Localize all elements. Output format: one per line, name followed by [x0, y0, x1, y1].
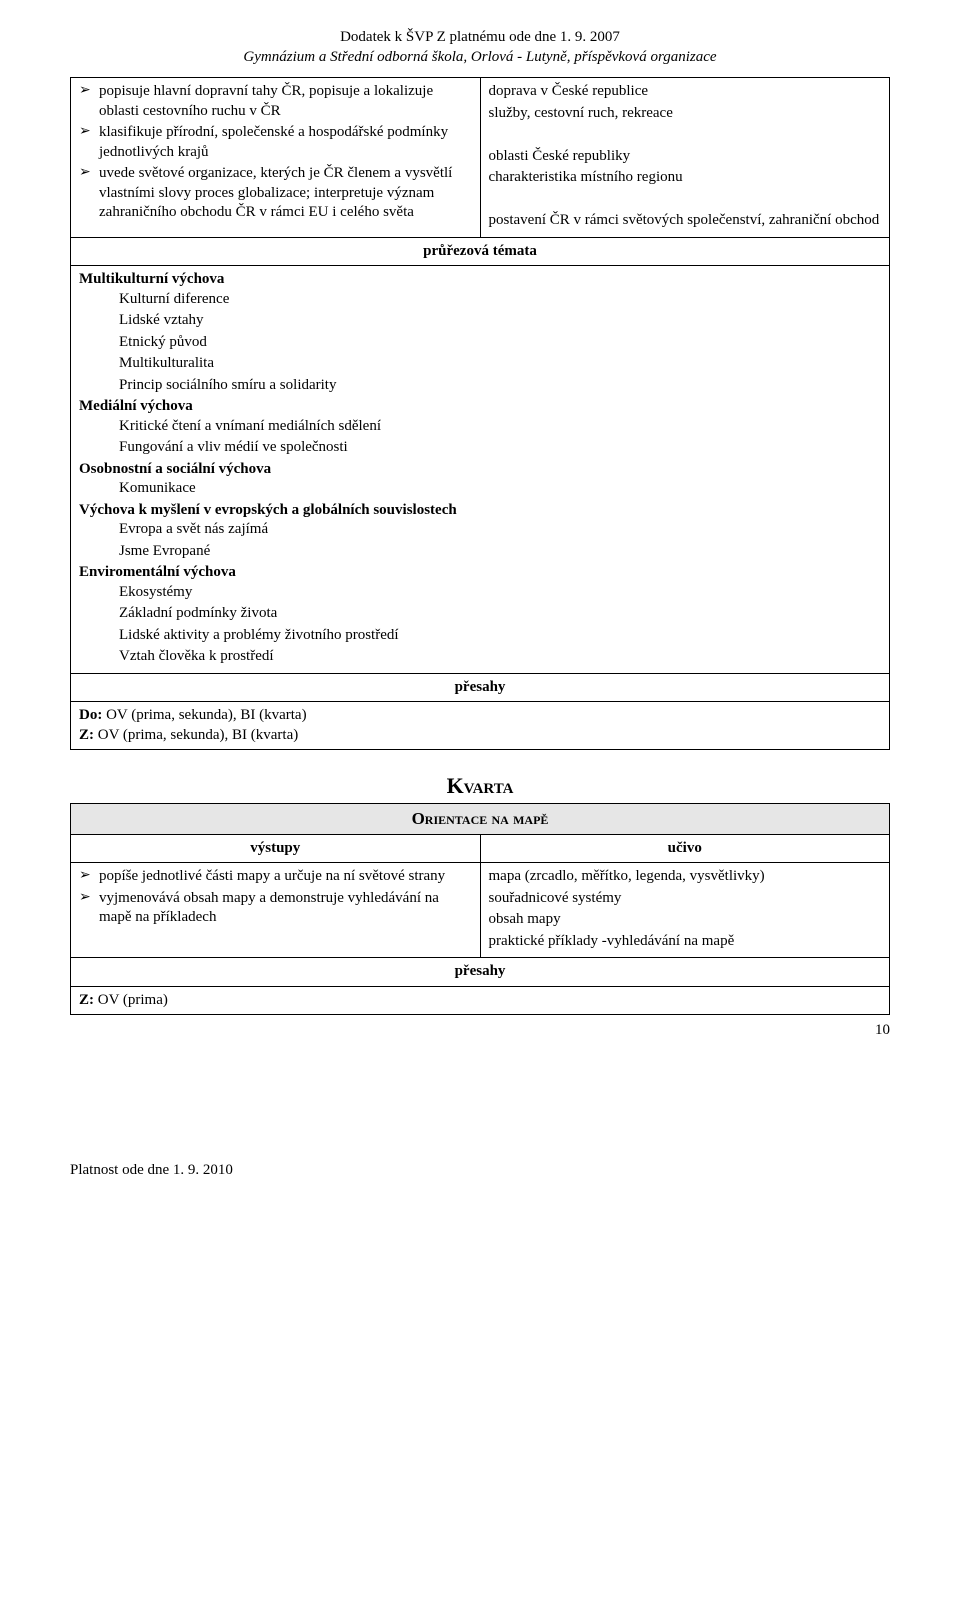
kvarta-left-cell: popíše jednotlivé části mapy a určuje na… [71, 863, 481, 958]
presahy-z: Z: OV (prima, sekunda), BI (kvarta) [79, 726, 881, 746]
list-item: popisuje hlavní dopravní tahy ČR, popisu… [79, 82, 472, 121]
z-label: Z: [79, 992, 94, 1008]
kvarta-presahy-body: Z: OV (prima) [71, 986, 890, 1015]
text-line [489, 125, 882, 145]
presahy-do: Do: OV (prima, sekunda), BI (kvarta) [79, 706, 881, 726]
veg-item: Evropa a svět nás zajímá [119, 520, 881, 540]
do-label: Do: [79, 707, 102, 723]
mk-item: Lidské vztahy [119, 311, 881, 331]
kvarta-table: Orientace na mapě výstupy učivo popíše j… [70, 803, 890, 1016]
z-text: OV (prima, sekunda), BI (kvarta) [94, 727, 298, 743]
text-line: doprava v České republice [489, 82, 882, 102]
do-text: OV (prima, sekunda), BI (kvarta) [102, 707, 306, 723]
text-line: praktické příklady -vyhledávání na mapě [489, 932, 882, 952]
z-text: OV (prima) [94, 992, 168, 1008]
env-item: Základní podmínky života [119, 604, 881, 624]
page-number: 10 [70, 1021, 890, 1041]
text-line: služby, cestovní ruch, rekreace [489, 104, 882, 124]
kvarta-left-bullets: popíše jednotlivé části mapy a určuje na… [79, 867, 472, 928]
presahy-body: Do: OV (prima, sekunda), BI (kvarta) Z: … [71, 702, 890, 750]
text-line: postavení ČR v rámci světových společens… [489, 211, 882, 231]
kvarta-presahy-header: přesahy [71, 958, 890, 987]
text-line [489, 190, 882, 210]
list-item: popíše jednotlivé části mapy a určuje na… [79, 867, 472, 887]
osv-item: Komunikace [119, 479, 881, 499]
top-right-cell: doprava v České republice služby, cestov… [480, 78, 890, 238]
mk-item: Kulturní diference [119, 290, 881, 310]
top-left-cell: popisuje hlavní dopravní tahy ČR, popisu… [71, 78, 481, 238]
mk-item: Princip sociálního smíru a solidarity [119, 376, 881, 396]
prurez-body: Multikulturní výchova Kulturní diference… [71, 266, 890, 674]
veg-item: Jsme Evropané [119, 542, 881, 562]
mv-item: Fungování a vliv médií ve společnosti [119, 438, 881, 458]
mk-item: Multikulturalita [119, 354, 881, 374]
env-item: Lidské aktivity a problémy životního pro… [119, 626, 881, 646]
doc-subtitle: Gymnázium a Střední odborná škola, Orlov… [70, 48, 890, 68]
kvarta-block: Kvarta Orientace na mapě výstupy učivo p… [70, 772, 890, 1015]
col-right-head: učivo [480, 834, 890, 863]
text-line: souřadnicové systémy [489, 889, 882, 909]
kvarta-title: Kvarta [70, 772, 890, 801]
footer-text: Platnost ode dne 1. 9. 2010 [70, 1161, 890, 1181]
text-line: obsah mapy [489, 910, 882, 930]
list-item: uvede světové organizace, kterých je ČR … [79, 164, 472, 223]
text-line: charakteristika místního regionu [489, 168, 882, 188]
list-item: klasifikuje přírodní, společenské a hosp… [79, 123, 472, 162]
kvarta-subhead: Orientace na mapě [71, 803, 890, 834]
mk-head: Multikulturní výchova [79, 270, 881, 290]
osv-head: Osobnostní a sociální výchova [79, 460, 881, 480]
prurez-header: průřezová témata [71, 237, 890, 266]
top-table: popisuje hlavní dopravní tahy ČR, popisu… [70, 77, 890, 750]
kvarta-presahy-z: Z: OV (prima) [79, 991, 881, 1011]
mk-item: Etnický původ [119, 333, 881, 353]
mv-head: Mediální výchova [79, 397, 881, 417]
page: Dodatek k ŠVP Z platnému ode dne 1. 9. 2… [0, 0, 960, 1204]
kvarta-right-cell: mapa (zrcadlo, měřítko, legenda, vysvětl… [480, 863, 890, 958]
doc-title: Dodatek k ŠVP Z platnému ode dne 1. 9. 2… [70, 28, 890, 48]
text-line: mapa (zrcadlo, měřítko, legenda, vysvětl… [489, 867, 882, 887]
presahy-header: přesahy [71, 673, 890, 702]
veg-head: Výchova k myšlení v evropských a globáln… [79, 501, 881, 521]
top-left-bullets: popisuje hlavní dopravní tahy ČR, popisu… [79, 82, 472, 223]
env-item: Ekosystémy [119, 583, 881, 603]
z-label: Z: [79, 727, 94, 743]
text-line: oblasti České republiky [489, 147, 882, 167]
env-head: Enviromentální výchova [79, 563, 881, 583]
col-left-head: výstupy [71, 834, 481, 863]
mv-item: Kritické čtení a vnímaní mediálních sděl… [119, 417, 881, 437]
list-item: vyjmenovává obsah mapy a demonstruje vyh… [79, 889, 472, 928]
env-item: Vztah člověka k prostředí [119, 647, 881, 667]
